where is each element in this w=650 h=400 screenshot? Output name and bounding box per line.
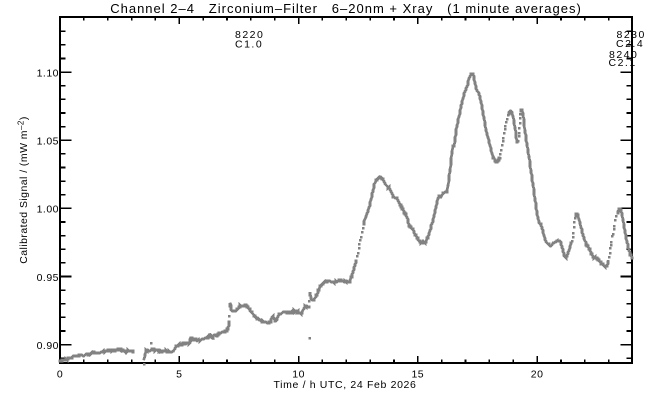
svg-text:8220: 8220 (235, 29, 264, 41)
svg-text:8230: 8230 (617, 29, 646, 41)
svg-text:8240: 8240 (609, 49, 638, 61)
svg-text:Calibrated Signal / (mW m–2): Calibrated Signal / (mW m–2) (17, 116, 31, 264)
svg-text:10: 10 (292, 369, 305, 381)
svg-text:0.90: 0.90 (37, 340, 59, 352)
svg-text:1.00: 1.00 (37, 204, 59, 216)
svg-text:1.05: 1.05 (37, 136, 59, 148)
svg-text:Channel 2–4 Zirconium–Filter: Channel 2–4 Zirconium–Filter 6–20nm + Xr… (110, 1, 582, 16)
svg-text:5: 5 (176, 369, 182, 381)
svg-text:Time / h UTC, 24 Feb 2026: Time / h UTC, 24 Feb 2026 (273, 379, 416, 391)
svg-text:0.95: 0.95 (37, 272, 59, 284)
svg-text:15: 15 (411, 369, 424, 381)
svg-text:1.10: 1.10 (37, 68, 59, 80)
svg-text:C2.1: C2.1 (609, 57, 637, 69)
svg-text:20: 20 (531, 369, 544, 381)
svg-text:0: 0 (57, 369, 63, 381)
svg-text:C1.0: C1.0 (235, 38, 263, 50)
svg-text:C2.4: C2.4 (616, 38, 644, 50)
